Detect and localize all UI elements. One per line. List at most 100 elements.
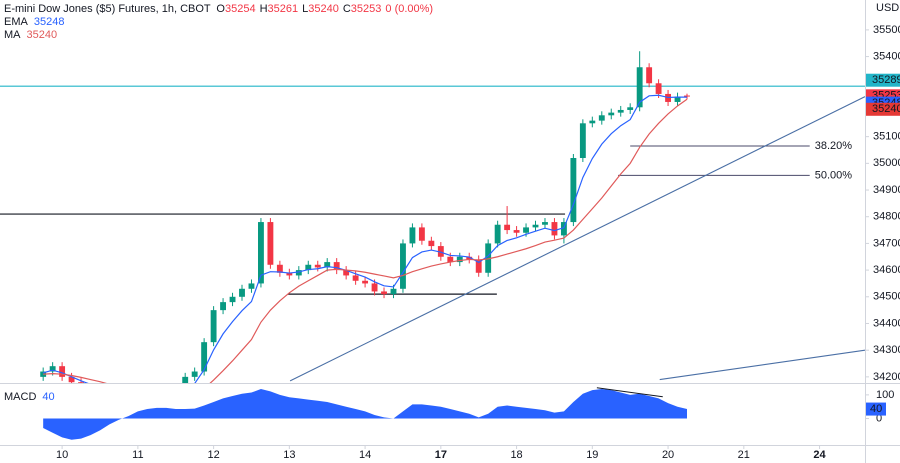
- macd-name: MACD: [4, 391, 36, 403]
- candle-body: [608, 112, 615, 116]
- candle-body: [684, 95, 690, 97]
- ohlc-value: 35261: [268, 3, 299, 15]
- candle-body: [154, 401, 160, 404]
- indicator-value: 35240: [27, 29, 58, 41]
- x-tick-label: 12: [207, 449, 219, 461]
- candle-body: [78, 382, 84, 383]
- ohlc-value: 35240: [308, 3, 339, 15]
- candle-body: [59, 366, 66, 377]
- x-tick-label: 20: [662, 449, 674, 461]
- candle-body: [135, 396, 141, 399]
- y-tick-label: 34600: [873, 264, 900, 276]
- x-tick-label: 19: [586, 449, 598, 461]
- trendline: [289, 96, 865, 382]
- indicator-name: EMA: [4, 16, 29, 28]
- legend-line: E-mini Dow Jones ($5) Futures, 1h, CBOT O…: [4, 3, 433, 15]
- candle-body: [229, 296, 236, 303]
- price-badge-label: 35240: [872, 103, 900, 115]
- candle-body: [381, 291, 387, 295]
- indicator-value: 35248: [34, 16, 65, 28]
- y-tick-label: 34200: [873, 371, 900, 383]
- macd-pane: [43, 387, 688, 440]
- x-tick-label: 11: [132, 449, 143, 461]
- y-tick-label: 34800: [873, 211, 900, 223]
- candle-body: [88, 388, 94, 391]
- candle-body: [286, 272, 293, 276]
- symbol-title: E-mini Dow Jones ($5) Futures, 1h, CBOT: [4, 3, 211, 15]
- macd-area: [43, 388, 688, 440]
- candle-body: [343, 270, 350, 276]
- candle-body: [598, 115, 605, 121]
- candle-body: [523, 227, 529, 233]
- y-tick-label: 35400: [873, 50, 900, 62]
- candle-body: [210, 310, 217, 343]
- ohlc-value: 35254: [225, 3, 256, 15]
- candle-body: [68, 376, 75, 383]
- x-tick-label: 24: [813, 449, 826, 461]
- candle-body: [409, 227, 416, 244]
- macd-tick-label: 100: [876, 389, 894, 401]
- candle-body: [239, 288, 245, 297]
- candle-body: [456, 256, 463, 263]
- candle-body: [428, 240, 435, 247]
- candle-body: [220, 302, 227, 311]
- candle-body: [362, 280, 369, 284]
- change: 0 (0.00%): [385, 3, 433, 15]
- x-tick-label: 13: [283, 449, 295, 461]
- candle-body: [163, 398, 169, 403]
- candle-body: [655, 83, 662, 94]
- x-tick-label: 14: [359, 449, 371, 461]
- fib-label: 38.20%: [815, 140, 853, 152]
- candle-body: [258, 222, 264, 284]
- candle-body: [627, 107, 634, 110]
- currency: USD: [876, 2, 899, 14]
- candle-body: [617, 109, 624, 113]
- indicator-name: MA: [4, 29, 21, 41]
- trendline: [659, 349, 865, 381]
- candle-body: [560, 222, 567, 236]
- macd-badge: [866, 402, 886, 416]
- candle-body: [314, 264, 321, 268]
- indicator-line: [43, 94, 688, 383]
- macd-badge-label: 40: [870, 403, 882, 415]
- candle-body: [636, 67, 643, 108]
- y-tick-label: 35000: [873, 157, 900, 169]
- ohlc-key: O: [216, 3, 225, 15]
- candle-body: [97, 390, 103, 393]
- x-tick-label: 21: [738, 449, 750, 461]
- candle-body: [475, 259, 482, 273]
- candle-body: [248, 283, 255, 289]
- ohlc-value: 35253: [351, 3, 382, 15]
- candle-body: [276, 264, 283, 273]
- candle-body: [485, 243, 492, 273]
- indicator-legend: EMA 35248: [4, 16, 64, 28]
- ohlc-key: H: [260, 3, 268, 15]
- indicator-legend: MA 35240: [4, 29, 57, 41]
- candle-body: [674, 96, 681, 102]
- macd-trendline: [596, 387, 663, 398]
- macd-legend: MACD 40: [4, 391, 55, 403]
- candle-body: [144, 398, 150, 401]
- fib-label: 50.00%: [815, 169, 853, 181]
- candle-body: [295, 270, 302, 276]
- candle-body: [532, 224, 539, 228]
- y-tick-label: 34300: [873, 344, 900, 356]
- candle-body: [191, 371, 198, 377]
- candle-body: [400, 243, 406, 289]
- candle-body: [267, 222, 274, 265]
- candle-body: [125, 396, 131, 399]
- candle-body: [504, 224, 511, 231]
- candle-body: [390, 288, 397, 295]
- candle-body: [589, 120, 596, 124]
- candle-body: [182, 376, 189, 383]
- price-badge-label: 35289: [872, 74, 900, 86]
- candle-body: [570, 158, 577, 223]
- candle-body: [579, 123, 586, 159]
- ohlc-key: L: [302, 3, 308, 15]
- candle-body: [466, 256, 473, 260]
- candle-body: [447, 256, 454, 263]
- candle-body: [551, 222, 558, 236]
- candle-body: [418, 227, 425, 241]
- y-tick-label: 34700: [873, 237, 900, 249]
